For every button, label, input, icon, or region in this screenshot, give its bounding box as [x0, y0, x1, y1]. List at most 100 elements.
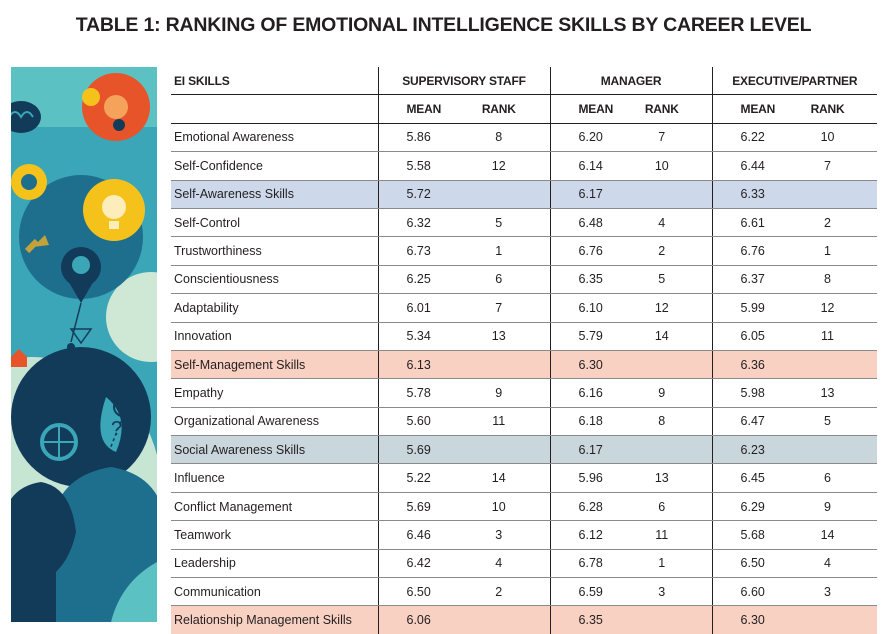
manager-rank	[628, 350, 713, 380]
summary-row: Relationship Management Skills 6.06 6.35 6.…	[171, 605, 878, 634]
executive-mean: 6.05	[711, 322, 795, 351]
skill-name: Conflict Management	[171, 492, 378, 522]
skill-name: Influence	[171, 463, 378, 493]
skill-category-name: Relationship Management Skills	[171, 605, 378, 634]
table-subheader-row: MEAN RANK MEAN RANK MEAN RANK	[171, 94, 878, 124]
executive-rank: 5	[794, 407, 878, 437]
executive-rank	[794, 350, 878, 380]
column-header-rank: RANK	[794, 94, 878, 124]
executive-mean: 6.30	[711, 605, 795, 634]
executive-mean: 6.33	[711, 180, 795, 209]
skill-category-name: Social Awareness Skills	[171, 435, 378, 465]
manager-rank: 6	[628, 492, 713, 522]
executive-rank: 9	[794, 492, 878, 522]
table-row: Adaptability 6.01 7 6.10 12 5.99 12	[171, 293, 878, 323]
supervisory-rank: 10	[464, 492, 551, 522]
executive-mean: 5.99	[711, 293, 795, 323]
location-pin-icon	[61, 247, 101, 303]
column-group-supervisory-staff: SUPERVISORY STAFF	[377, 67, 551, 96]
supervisory-mean: 6.73	[377, 236, 464, 266]
skill-name: Organizational Awareness	[171, 407, 378, 437]
supervisory-rank	[464, 435, 551, 465]
skill-name: Leadership	[171, 549, 378, 579]
skill-name: Self-Control	[171, 208, 378, 238]
column-header-rank: RANK	[628, 94, 713, 124]
executive-rank	[794, 605, 878, 634]
executive-mean: 5.98	[711, 378, 795, 408]
executive-mean: 6.60	[711, 577, 795, 607]
executive-mean: 6.50	[711, 549, 795, 579]
column-group-manager: MANAGER	[549, 67, 713, 96]
manager-mean: 6.28	[549, 492, 629, 522]
manager-mean: 6.17	[549, 435, 629, 465]
executive-rank: 12	[794, 293, 878, 323]
supervisory-rank: 1	[464, 236, 551, 266]
manager-mean: 6.48	[549, 208, 629, 238]
column-header-ei-skills: EI SKILLS	[171, 67, 378, 96]
page-title: TABLE 1: RANKING OF EMOTIONAL INTELLIGEN…	[75, 14, 812, 36]
manager-rank: 9	[628, 378, 713, 408]
supervisory-mean: 6.42	[377, 549, 464, 579]
supervisory-mean: 5.78	[377, 378, 464, 408]
supervisory-mean: 6.01	[377, 293, 464, 323]
manager-mean: 5.79	[549, 322, 629, 351]
executive-mean: 6.45	[711, 463, 795, 493]
supervisory-rank: 3	[464, 520, 551, 550]
manager-mean: 6.59	[549, 577, 629, 607]
executive-rank: 14	[794, 520, 878, 550]
supervisory-mean: 5.22	[377, 463, 464, 493]
skill-name: Empathy	[171, 378, 378, 408]
supervisory-mean: 5.86	[377, 123, 464, 153]
manager-rank: 3	[628, 577, 713, 607]
skill-name: Conscientiousness	[171, 265, 378, 295]
manager-mean: 6.12	[549, 520, 629, 550]
manager-rank: 8	[628, 407, 713, 437]
summary-row: Social Awareness Skills 5.69 6.17 6.23	[171, 435, 878, 465]
supervisory-rank: 5	[464, 208, 551, 238]
supervisory-rank: 7	[464, 293, 551, 323]
supervisory-rank: 14	[464, 463, 551, 493]
executive-mean: 6.37	[711, 265, 795, 295]
skill-name: Trustworthiness	[171, 236, 378, 266]
executive-rank: 11	[794, 322, 878, 351]
supervisory-mean: 6.06	[377, 605, 464, 634]
manager-rank: 2	[628, 236, 713, 266]
supervisory-mean: 5.69	[377, 435, 464, 465]
manager-mean: 5.96	[549, 463, 629, 493]
manager-mean: 6.16	[549, 378, 629, 408]
executive-rank: 1	[794, 236, 878, 266]
arrow-icon	[24, 235, 49, 254]
supervisory-mean: 5.34	[377, 322, 464, 351]
gear-icon	[82, 73, 150, 141]
executive-rank: 13	[794, 378, 878, 408]
manager-mean: 6.17	[549, 180, 629, 209]
manager-rank: 7	[628, 123, 713, 153]
skill-name: Innovation	[171, 322, 378, 351]
manager-rank: 5	[628, 265, 713, 295]
executive-rank: 4	[794, 549, 878, 579]
executive-mean: 6.47	[711, 407, 795, 437]
manager-rank: 1	[628, 549, 713, 579]
executive-mean: 6.29	[711, 492, 795, 522]
executive-rank	[794, 180, 878, 209]
subheader-empty	[171, 94, 378, 124]
column-header-rank: RANK	[464, 94, 551, 124]
skill-name: Teamwork	[171, 520, 378, 550]
executive-rank: 2	[794, 208, 878, 238]
lightbulb-icon	[83, 179, 145, 241]
skill-name: Adaptability	[171, 293, 378, 323]
supervisory-rank: 8	[464, 123, 551, 153]
executive-rank: 3	[794, 577, 878, 607]
executive-mean: 6.23	[711, 435, 795, 465]
supervisory-rank	[464, 180, 551, 209]
decorative-illustration: ?	[11, 67, 157, 622]
executive-mean: 6.44	[711, 151, 795, 181]
table-row: Influence 5.22 14 5.96 13 6.45 6	[171, 463, 878, 493]
manager-mean: 6.35	[549, 605, 629, 634]
table-row: Self-Confidence 5.58 12 6.14 10 6.44 7	[171, 151, 878, 181]
supervisory-mean: 6.46	[377, 520, 464, 550]
manager-rank	[628, 180, 713, 209]
supervisory-mean: 6.13	[377, 350, 464, 380]
executive-mean: 6.36	[711, 350, 795, 380]
question-mark-icon: ?	[100, 397, 122, 452]
